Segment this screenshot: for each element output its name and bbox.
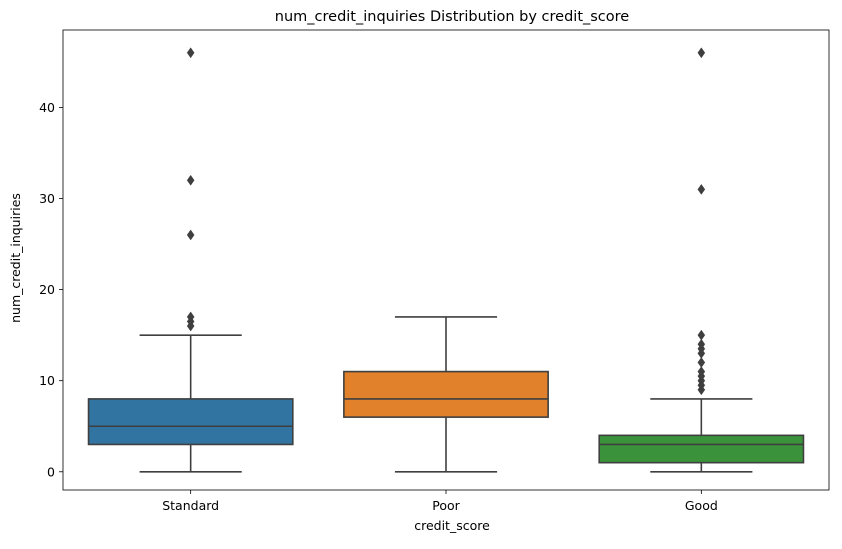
plot-area: 0 10 20 30 40 Standard Poor Good: [39, 29, 830, 513]
chart-title: num_credit_inquiries Distribution by cre…: [275, 9, 630, 25]
outlier-point: [697, 366, 706, 378]
y-tick-label: 10: [39, 373, 55, 388]
outlier-point: [697, 357, 706, 368]
outlier-point: [186, 311, 195, 323]
y-tick-label: 20: [39, 282, 55, 297]
outlier-point: [186, 47, 195, 59]
x-tick-label: Poor: [432, 498, 460, 513]
box-standard: [87, 398, 294, 446]
outlier-point: [697, 47, 706, 59]
box-poor: [343, 370, 549, 418]
x-tick-label: Standard: [162, 498, 219, 513]
y-axis-label: num_credit_inquiries: [8, 193, 23, 323]
x-tick-label: Good: [685, 498, 718, 513]
x-axis-label: credit_score: [414, 518, 490, 533]
outlier-point: [697, 183, 706, 195]
outlier-point: [697, 338, 706, 350]
y-tick-label: 40: [39, 100, 55, 115]
outlier-point: [186, 229, 195, 241]
y-tick-label: 30: [39, 191, 55, 206]
outlier-point: [697, 329, 706, 341]
y-tick-label: 0: [47, 464, 55, 479]
box-good: [598, 434, 805, 464]
outlier-point: [186, 174, 195, 186]
